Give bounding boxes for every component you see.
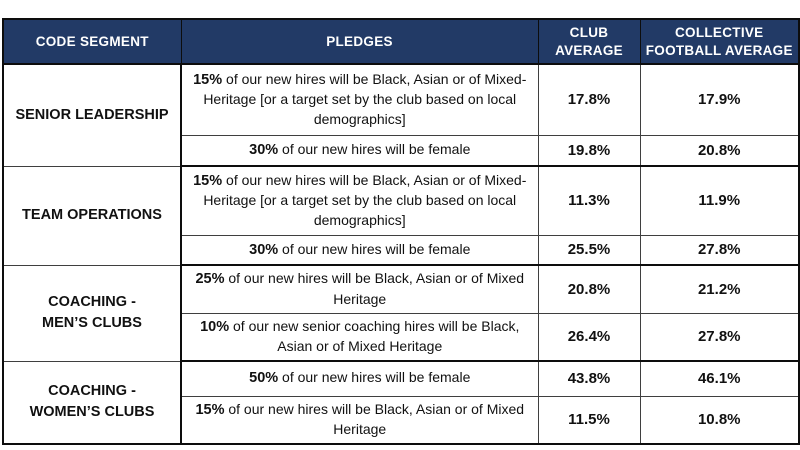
table-row: 15% of our new hires will be Black, Asia… — [3, 395, 800, 445]
collective-average-value: 10.8% — [639, 395, 800, 445]
pledge-cell: 25% of our new hires will be Black, Asia… — [180, 264, 539, 314]
collective-average-value: 21.2% — [639, 264, 800, 314]
club-average-value: 11.3% — [537, 165, 641, 236]
pledge-text: of our new hires will be Black, Asian or… — [203, 171, 527, 229]
column-header-code-segment: CODE SEGMENT — [2, 18, 182, 66]
segment-cell-coaching-womens-clubs: COACHING - WOMEN’S CLUBS — [2, 360, 182, 445]
pledge-target-percent: 10% — [200, 318, 230, 335]
collective-average-value: 17.9% — [639, 63, 800, 136]
pledge-cell: 15% of our new hires will be Black, Asia… — [180, 165, 539, 236]
segment-cell-senior-leadership: SENIOR LEADERSHIP — [2, 63, 182, 167]
pledge-cell: 10% of our new senior coaching hires wil… — [180, 312, 539, 362]
pledge-target-percent: 30% — [249, 142, 279, 159]
club-average-value: 25.5% — [537, 234, 641, 267]
pledge-text: of our new senior coaching hires will be… — [229, 317, 520, 355]
pledge-text: of our new hires will be Black, Asian or… — [224, 400, 525, 438]
pledge-cell: 30% of our new hires will be female — [180, 134, 539, 168]
pledge-text: of our new hires will be female — [278, 240, 471, 257]
table-row: 10% of our new senior coaching hires wil… — [3, 312, 800, 362]
table-row: SENIOR LEADERSHIP 15% of our new hires w… — [2, 63, 800, 167]
table-row: COACHING - MEN’S CLUBS 25% of our new hi… — [2, 264, 800, 362]
pledge-target-percent: 15% — [195, 401, 225, 418]
column-header-pledges: PLEDGES — [180, 18, 539, 66]
header-row: CODE SEGMENT PLEDGES CLUB AVERAGE COLLEC… — [2, 18, 800, 66]
table-row: 30% of our new hires will be female 25.5… — [3, 234, 800, 267]
pledge-cell: 50% of our new hires will be female — [180, 360, 539, 397]
table-row: 30% of our new hires will be female 19.8… — [3, 134, 800, 168]
pledge-text: of our new hires will be Black, Asian or… — [224, 270, 525, 307]
table-row: COACHING - WOMEN’S CLUBS 50% of our new … — [2, 360, 800, 445]
pledge-target-percent: 25% — [195, 271, 225, 288]
pledge-text: of our new hires will be female — [278, 141, 471, 158]
pledge-text: of our new hires will be female — [278, 369, 471, 386]
pledge-text: of our new hires will be Black, Asian or… — [203, 70, 527, 128]
segment-cell-coaching-mens-clubs: COACHING - MEN’S CLUBS — [2, 264, 182, 362]
club-average-value: 43.8% — [537, 360, 641, 397]
pledge-cell: 15% of our new hires will be Black, Asia… — [180, 395, 539, 445]
table-body: SENIOR LEADERSHIP 15% of our new hires w… — [2, 63, 800, 445]
club-average-value: 17.8% — [537, 63, 641, 136]
pledge-target-percent: 15% — [193, 172, 223, 189]
collective-average-value: 27.8% — [639, 234, 800, 267]
pledge-target-percent: 30% — [249, 241, 279, 258]
club-average-value: 19.8% — [537, 134, 641, 168]
club-average-value: 26.4% — [537, 312, 641, 362]
column-header-collective-football-average: COLLECTIVE FOOTBALL AVERAGE — [639, 18, 800, 66]
club-average-value: 20.8% — [537, 264, 641, 314]
pledge-cell: 15% of our new hires will be Black, Asia… — [180, 63, 539, 136]
segment-cell-team-operations: TEAM OPERATIONS — [2, 165, 182, 266]
pledge-target-percent: 50% — [249, 370, 279, 387]
collective-average-value: 46.1% — [639, 360, 800, 397]
pledge-cell: 30% of our new hires will be female — [180, 234, 539, 267]
collective-average-value: 11.9% — [639, 165, 800, 236]
collective-average-value: 27.8% — [639, 312, 800, 362]
table-row: TEAM OPERATIONS 15% of our new hires wil… — [2, 165, 800, 266]
pledges-table: CODE SEGMENT PLEDGES CLUB AVERAGE COLLEC… — [2, 18, 800, 445]
club-average-value: 11.5% — [537, 395, 641, 445]
table-header: CODE SEGMENT PLEDGES CLUB AVERAGE COLLEC… — [2, 18, 800, 66]
collective-average-value: 20.8% — [639, 134, 800, 168]
column-header-club-average: CLUB AVERAGE — [537, 18, 641, 66]
pledge-target-percent: 15% — [193, 71, 223, 88]
